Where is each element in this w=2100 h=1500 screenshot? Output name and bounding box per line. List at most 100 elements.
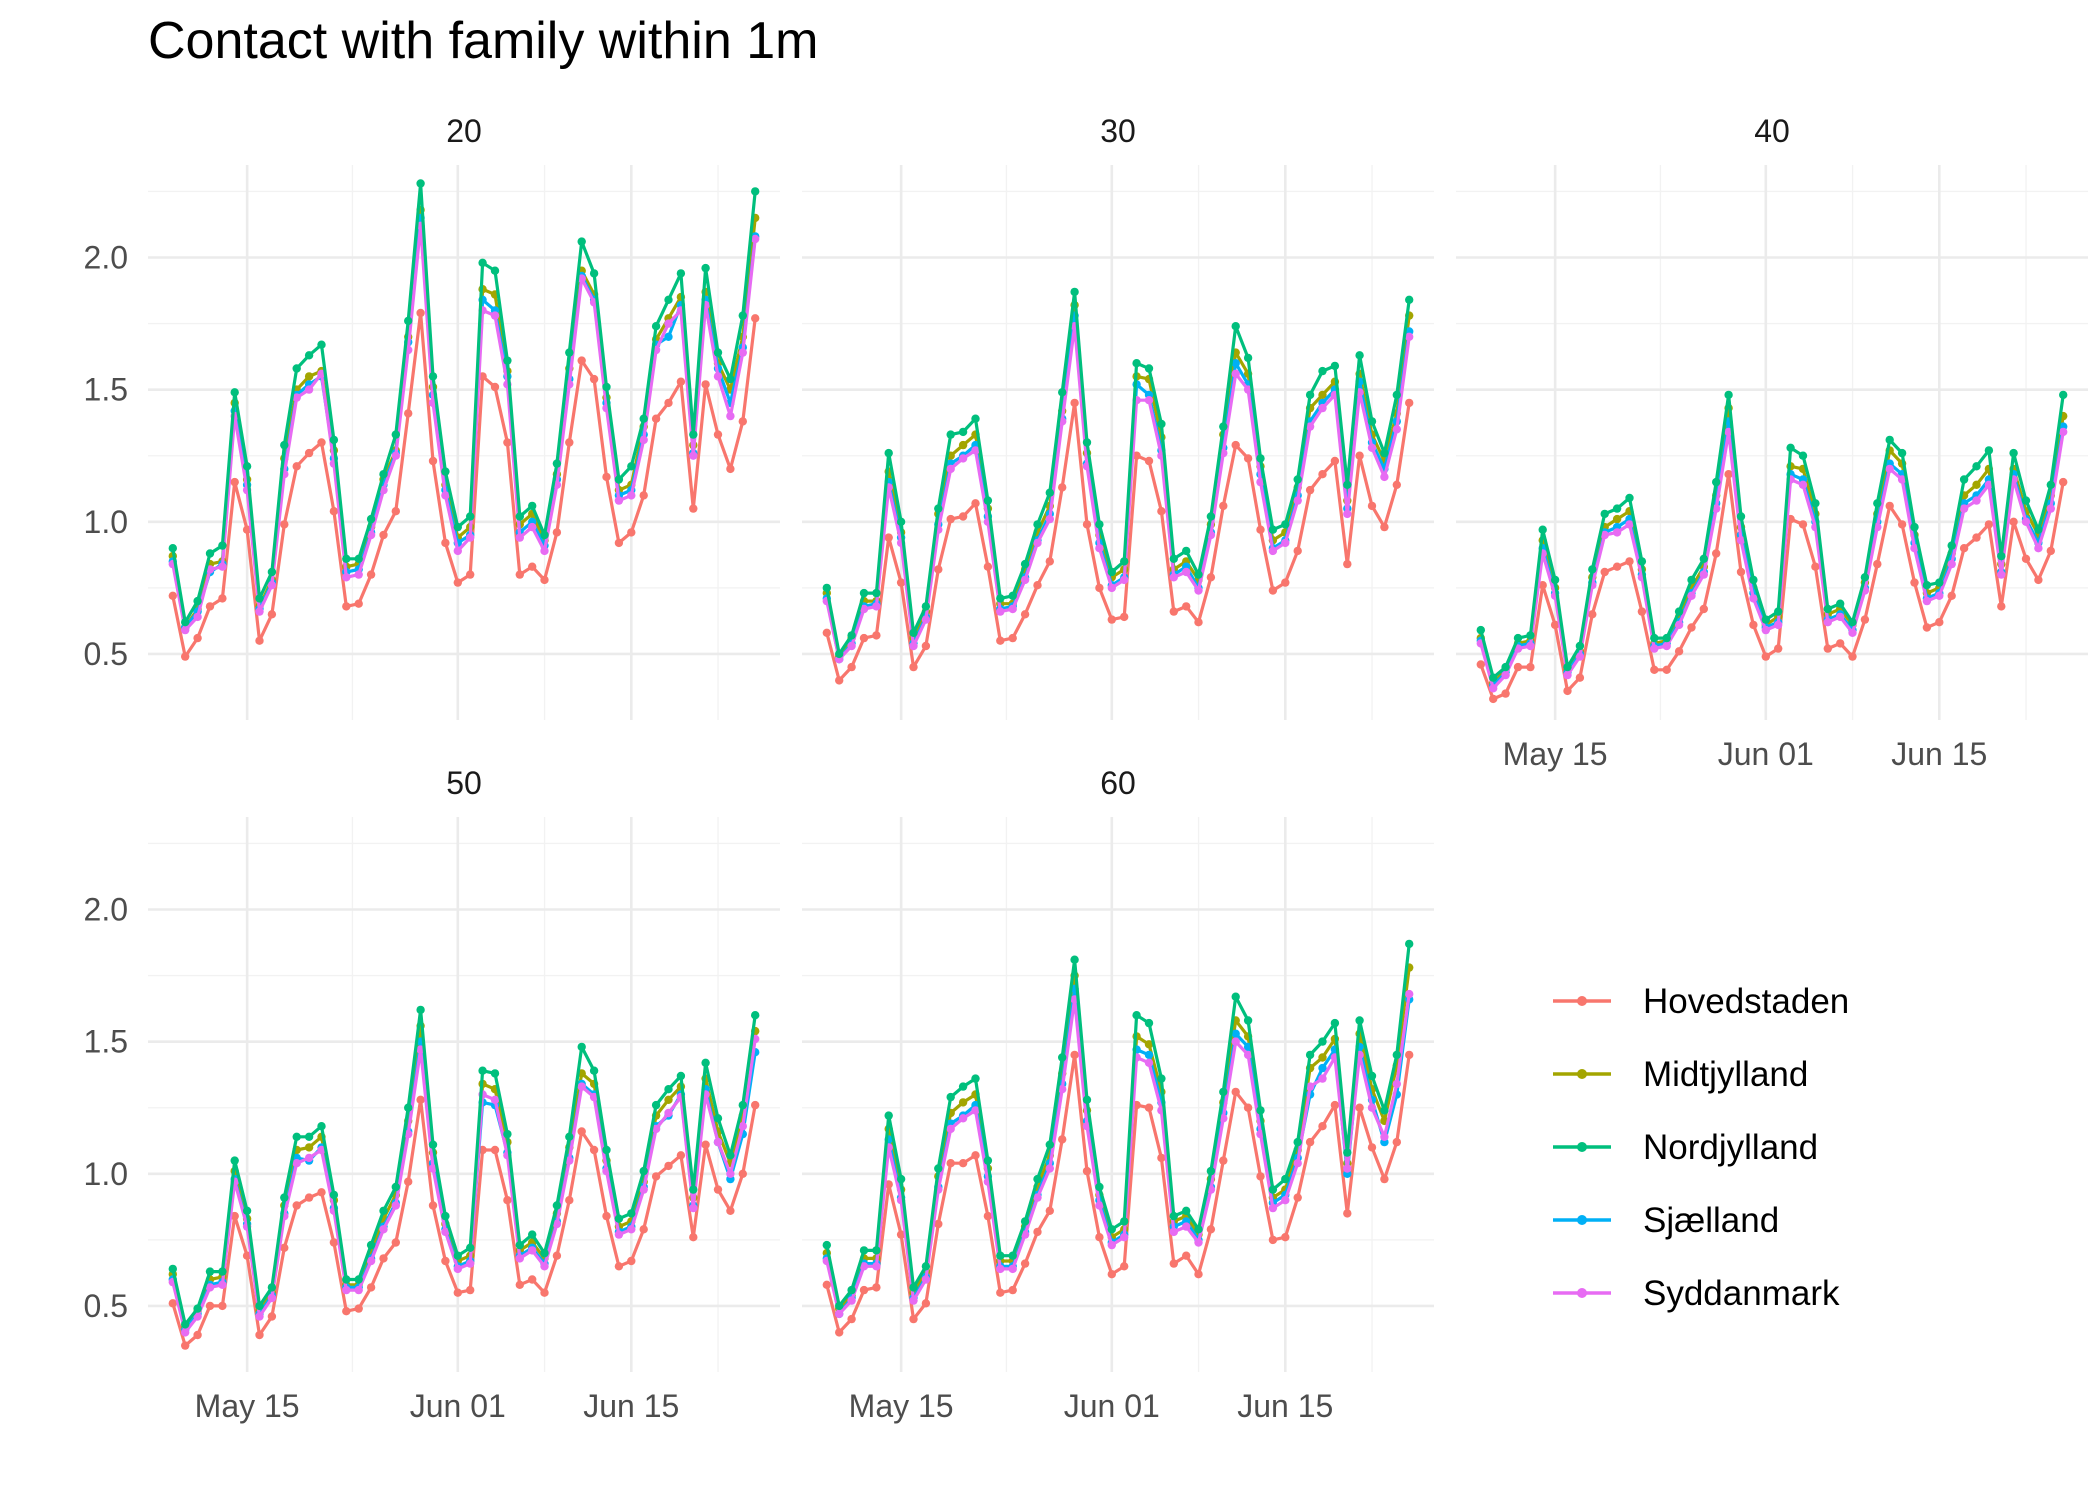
data-point [639,414,648,423]
data-point [391,1238,400,1247]
data-point [1848,628,1857,637]
data-point [242,462,252,471]
data-point [503,356,512,365]
data-point [267,610,277,619]
data-point [528,1246,537,1255]
data-point [379,1206,388,1216]
data-point [366,530,376,540]
data-point [726,1169,735,1179]
data-point [1045,514,1055,524]
data-point [701,1140,710,1149]
data-point [1330,361,1340,371]
data-point [639,1225,648,1234]
series-hovedstaden [168,1095,760,1350]
series-line [171,224,757,632]
data-point [1281,1196,1290,1205]
data-point [1947,541,1956,550]
data-point [1305,1137,1315,1147]
data-point [304,351,314,360]
data-point [1612,528,1622,537]
data-point [1984,480,1994,489]
data-point [416,179,425,188]
data-point [205,1301,215,1311]
data-point [1120,1233,1129,1242]
data-point [1367,501,1377,511]
data-point [738,348,747,357]
data-point [267,581,277,590]
data-point [168,591,177,600]
data-point [1082,520,1092,529]
data-point [1873,559,1882,569]
data-point [540,546,549,556]
chart-title: Contact with family within 1m [148,12,818,70]
data-point [1501,662,1510,672]
data-point [1107,567,1117,577]
data-point [1144,1050,1154,1060]
data-point [1243,1050,1253,1060]
data-point [1045,1140,1055,1149]
legend-label: Nordjylland [1643,1128,1818,1167]
data-point [971,499,980,508]
data-point [515,570,524,579]
data-point [490,1145,500,1155]
facet-strip-label: 60 [1100,765,1136,801]
data-point [1058,1135,1067,1144]
data-point [1588,565,1597,574]
data-point [1033,1193,1042,1202]
data-point [1144,396,1154,405]
data-point [565,1156,574,1165]
data-point [205,1267,215,1276]
data-point [1984,446,1994,455]
data-point [1662,633,1671,643]
data-point [466,1243,475,1253]
data-point [1575,641,1585,651]
data-point [1107,1225,1117,1234]
data-point [1625,493,1634,503]
legend-item: Nordjylland [1553,1128,1818,1167]
data-point [1526,641,1535,651]
series-line [171,1038,757,1335]
data-point [738,417,747,426]
data-point [664,1161,673,1171]
facet-strip-label: 50 [446,765,482,801]
data-point [1070,955,1079,964]
data-point [847,1296,856,1305]
data-point [1848,618,1857,627]
data-point [847,1285,856,1295]
data-point [1367,443,1377,452]
data-point [267,1312,277,1321]
facet-strip-label: 30 [1100,113,1136,149]
data-point [230,1156,239,1165]
y-tick-label: 2.0 [84,892,128,928]
data-point [193,1330,202,1340]
data-point [404,316,413,326]
data-point [1194,1238,1203,1247]
data-point [515,1280,524,1290]
data-point [2034,575,2043,585]
data-point [921,1275,931,1284]
data-point [1405,332,1414,341]
data-point [1650,644,1659,653]
data-point [1219,501,1228,511]
data-point [1120,575,1129,585]
data-point [1120,1262,1129,1271]
data-point [1612,504,1622,513]
data-point [627,1225,636,1234]
facet-panel-40: 40 May 15 Jun 01 Jun 15 [1456,113,2088,772]
series-nordjylland [168,179,760,627]
y-tick-label: 1.5 [84,1024,128,1060]
data-point [1120,557,1129,566]
data-point [2034,544,2043,553]
data-point [1823,604,1833,614]
data-point [835,676,844,685]
data-point [528,501,537,511]
series-line [171,1039,757,1332]
data-point [1330,456,1340,466]
data-point [983,562,993,571]
data-point [1070,398,1079,408]
series-line [171,216,757,630]
data-point [958,440,968,450]
data-point [391,1201,400,1210]
data-point [1489,694,1498,704]
data-point [958,512,968,521]
